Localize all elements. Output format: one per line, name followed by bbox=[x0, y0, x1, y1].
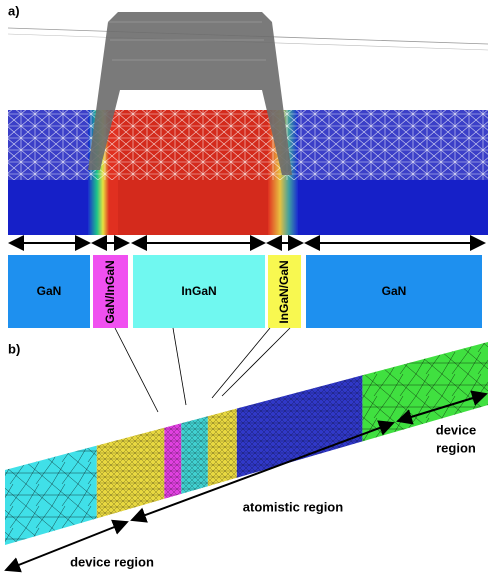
mesh-segment bbox=[5, 446, 97, 545]
mesh-segment bbox=[97, 428, 165, 519]
panel-a-mesh bbox=[8, 12, 488, 235]
region-label: device bbox=[436, 422, 476, 437]
mesh-segment bbox=[181, 416, 208, 494]
block-label: GaN/InGaN bbox=[103, 260, 117, 323]
region-label: device region bbox=[70, 554, 154, 569]
region-label: atomistic region bbox=[243, 499, 343, 514]
block-label: InGaN bbox=[181, 284, 216, 298]
mesh-segment bbox=[208, 409, 237, 487]
mesh-segment bbox=[237, 375, 363, 478]
mesh-segment bbox=[164, 423, 181, 499]
block-label: GaN bbox=[37, 284, 62, 298]
panel-label: a) bbox=[8, 3, 20, 18]
device-mesh bbox=[5, 342, 488, 545]
region-label: region bbox=[436, 440, 476, 455]
material-blocks bbox=[8, 255, 482, 328]
figure: a) GaN GaN/InGaN InGaN InGaN/GaN GaN b) … bbox=[0, 0, 488, 573]
block-label: GaN bbox=[382, 284, 407, 298]
block-label: InGaN/GaN bbox=[277, 260, 291, 323]
connector-lines bbox=[115, 328, 290, 412]
panel-label: b) bbox=[8, 341, 20, 356]
